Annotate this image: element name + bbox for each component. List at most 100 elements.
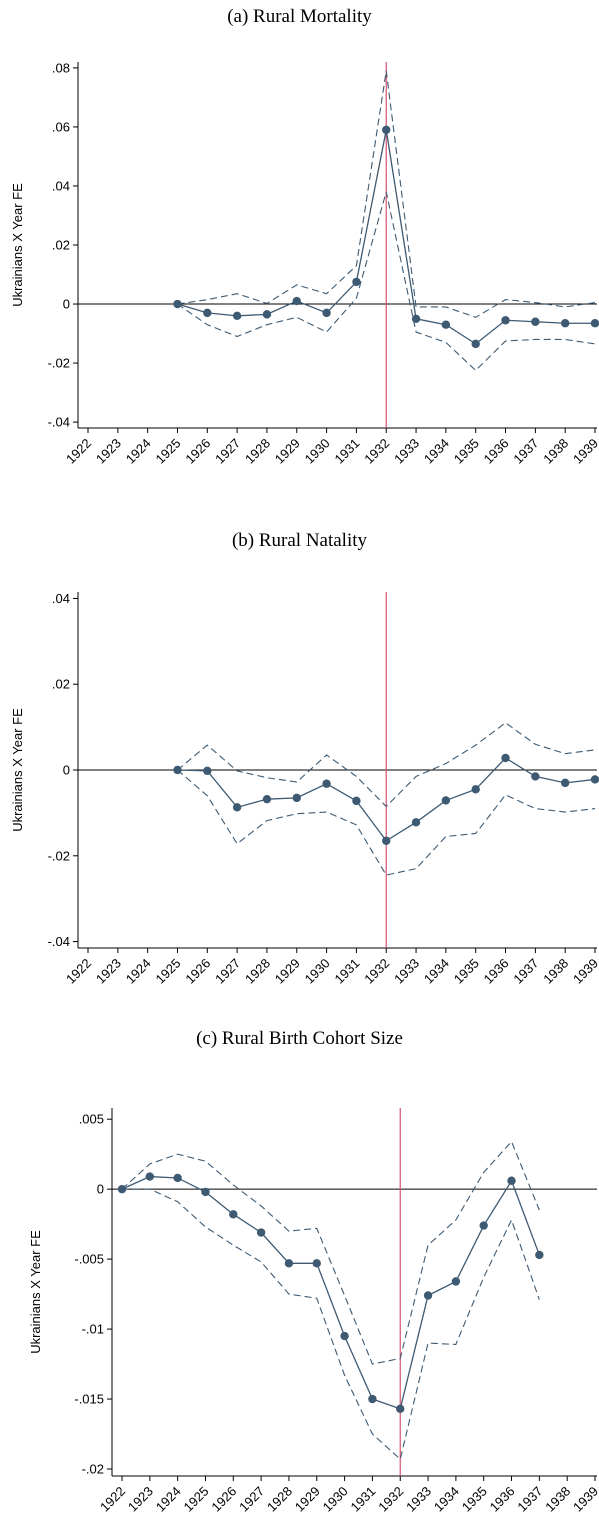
x-tick-label: 1923 [93,956,124,987]
estimate-point [292,793,301,803]
y-tick-label: -.015 [74,1392,104,1407]
panel-a-title: (a) Rural Mortality [227,6,372,27]
y-tick-label: -.04 [48,934,70,949]
estimate-point [322,779,331,788]
estimate-point [352,277,361,287]
estimate-point [292,296,301,306]
estimate-point [284,1259,294,1268]
estimate-point [441,320,451,329]
estimate-point [203,308,212,318]
estimate-point [382,836,391,845]
y-tick-label: -.02 [82,1462,104,1477]
x-tick-label: 1939 [570,1484,599,1515]
y-tick-label: .06 [52,119,70,134]
lower-ci-line [122,1188,540,1461]
x-tick-label: 1935 [459,1484,490,1515]
y-tick-label: -.01 [82,1322,104,1337]
x-tick-label: 1927 [212,956,243,987]
x-tick-label: 1924 [123,436,154,467]
x-tick-label: 1926 [182,956,213,987]
x-tick-label: 1933 [391,436,422,467]
estimate-point [173,1173,182,1183]
estimate-point [590,319,599,328]
x-tick-label: 1935 [451,956,482,987]
estimate-point [531,317,540,326]
x-tick-label: 1938 [540,956,571,987]
x-tick-label: 1925 [153,436,184,467]
estimate-point [382,125,391,135]
x-tick-label: 1938 [540,436,571,467]
x-tick-label: 1936 [481,436,512,467]
estimate-point [203,766,212,776]
x-tick-label: 1932 [375,1484,406,1515]
estimate-point [201,1187,210,1197]
x-tick-label: 1937 [510,436,541,467]
y-tick-label: 0 [63,763,70,778]
x-tick-label: 1936 [481,956,512,987]
x-tick-label: 1928 [264,1484,295,1515]
x-tick-label: 1931 [331,956,362,987]
x-tick-label: 1929 [272,436,303,467]
estimate-point [479,1221,488,1230]
x-tick-label: 1929 [272,956,303,987]
estimate-point [232,311,242,321]
x-tick-label: 1935 [451,436,482,467]
estimate-point [232,803,242,812]
estimate-point [590,775,599,784]
x-tick-label: 1931 [331,436,362,467]
estimate-point [441,796,451,805]
y-axis-label: Ukrainians X Year FE [28,1230,43,1354]
y-tick-label: -.005 [74,1252,104,1267]
x-tick-label: 1929 [292,1484,323,1515]
x-tick-label: 1931 [347,1484,378,1515]
estimate-point [262,794,272,804]
y-tick-label: .04 [52,591,70,606]
panel-c-title: (c) Rural Birth Cohort Size [196,1028,403,1049]
x-tick-label: 1924 [123,956,154,987]
lower-ci-line [177,191,596,372]
x-tick-label: 1928 [242,436,273,467]
estimate-point [423,1291,433,1300]
estimate-point [229,1210,238,1219]
estimate-point [501,316,510,325]
x-tick-label: 1936 [487,1484,518,1515]
estimate-point [340,1331,349,1341]
x-tick-label: 1926 [208,1484,239,1515]
x-tick-label: 1927 [212,436,243,467]
upper-ci-line [177,70,596,318]
x-tick-label: 1927 [236,1484,267,1515]
x-tick-label: 1924 [153,1484,184,1515]
estimate-point [262,310,272,319]
x-tick-label: 1939 [570,436,599,467]
y-tick-label: .02 [52,238,70,253]
x-tick-label: 1925 [181,1484,212,1515]
x-tick-label: 1937 [510,956,541,987]
estimate-point [396,1404,405,1414]
y-tick-label: -.02 [48,848,70,863]
y-tick-label: .08 [52,60,70,75]
estimate-point [352,796,361,806]
y-axis-label: Ukrainians X Year FE [10,183,25,307]
x-tick-label: 1930 [302,436,333,467]
estimate-line [121,1175,540,1410]
estimate-point [312,1259,321,1268]
estimate-point [471,339,480,349]
x-tick-label: 1932 [361,956,392,987]
estimate-point [501,753,510,763]
x-tick-label: 1934 [421,436,452,467]
x-tick-label: 1937 [514,1484,545,1515]
x-tick-label: 1926 [182,436,213,467]
y-tick-label: .04 [52,178,70,193]
estimate-point [507,1176,516,1185]
x-tick-label: 1938 [542,1484,573,1515]
x-tick-label: 1922 [97,1484,128,1515]
upper-ci-line [177,722,596,808]
x-tick-label: 1928 [242,956,273,987]
estimate-point [411,818,421,827]
estimate-point [368,1394,377,1404]
estimate-point [322,308,331,318]
x-tick-label: 1923 [125,1484,156,1515]
x-tick-label: 1939 [570,956,599,987]
estimate-point [531,772,540,781]
estimate-point [145,1172,155,1181]
